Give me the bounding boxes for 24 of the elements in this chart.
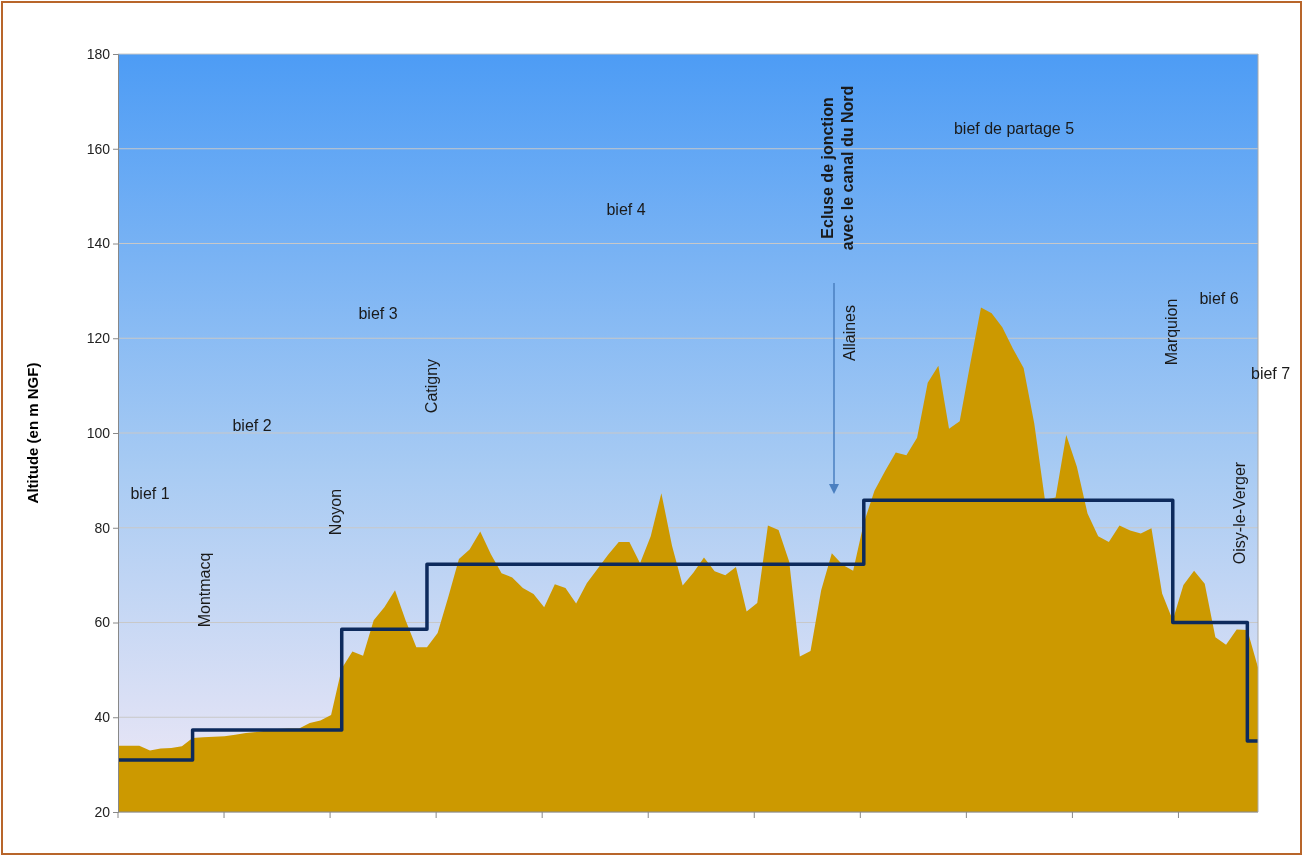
y-tick-label: 60: [94, 614, 111, 631]
y-tick-label: 20: [94, 803, 111, 820]
annotation: Ecluse de jonction avec le canal du Nord: [819, 85, 856, 251]
annotation: Allaines: [841, 304, 858, 362]
annotation: Catigny: [423, 358, 440, 414]
y-axis-title: Altitude (en m NGF): [24, 362, 41, 504]
annotation: Montmacq: [196, 552, 213, 628]
y-tick-label: 140: [86, 235, 111, 252]
annotation: Noyon: [327, 488, 344, 536]
annotation: bief 3: [358, 305, 398, 322]
annotation: bief 7: [1251, 365, 1291, 382]
annotation: Oisy-le-Verger: [1231, 461, 1248, 565]
annotation: bief 1: [130, 485, 170, 502]
y-tick-label: 40: [94, 709, 111, 726]
y-tick-label: 80: [94, 519, 111, 536]
y-tick-label: 180: [86, 45, 111, 62]
annotation: Marquion: [1163, 298, 1180, 366]
y-tick-label: 160: [86, 140, 111, 157]
y-tick-label: 100: [86, 424, 111, 441]
y-tick-label: 120: [86, 330, 111, 347]
annotation: bief 2: [232, 417, 272, 434]
annotation: bief de partage 5: [953, 120, 1075, 137]
annotation: bief 4: [606, 201, 646, 218]
annotation: bief 6: [1199, 290, 1239, 307]
